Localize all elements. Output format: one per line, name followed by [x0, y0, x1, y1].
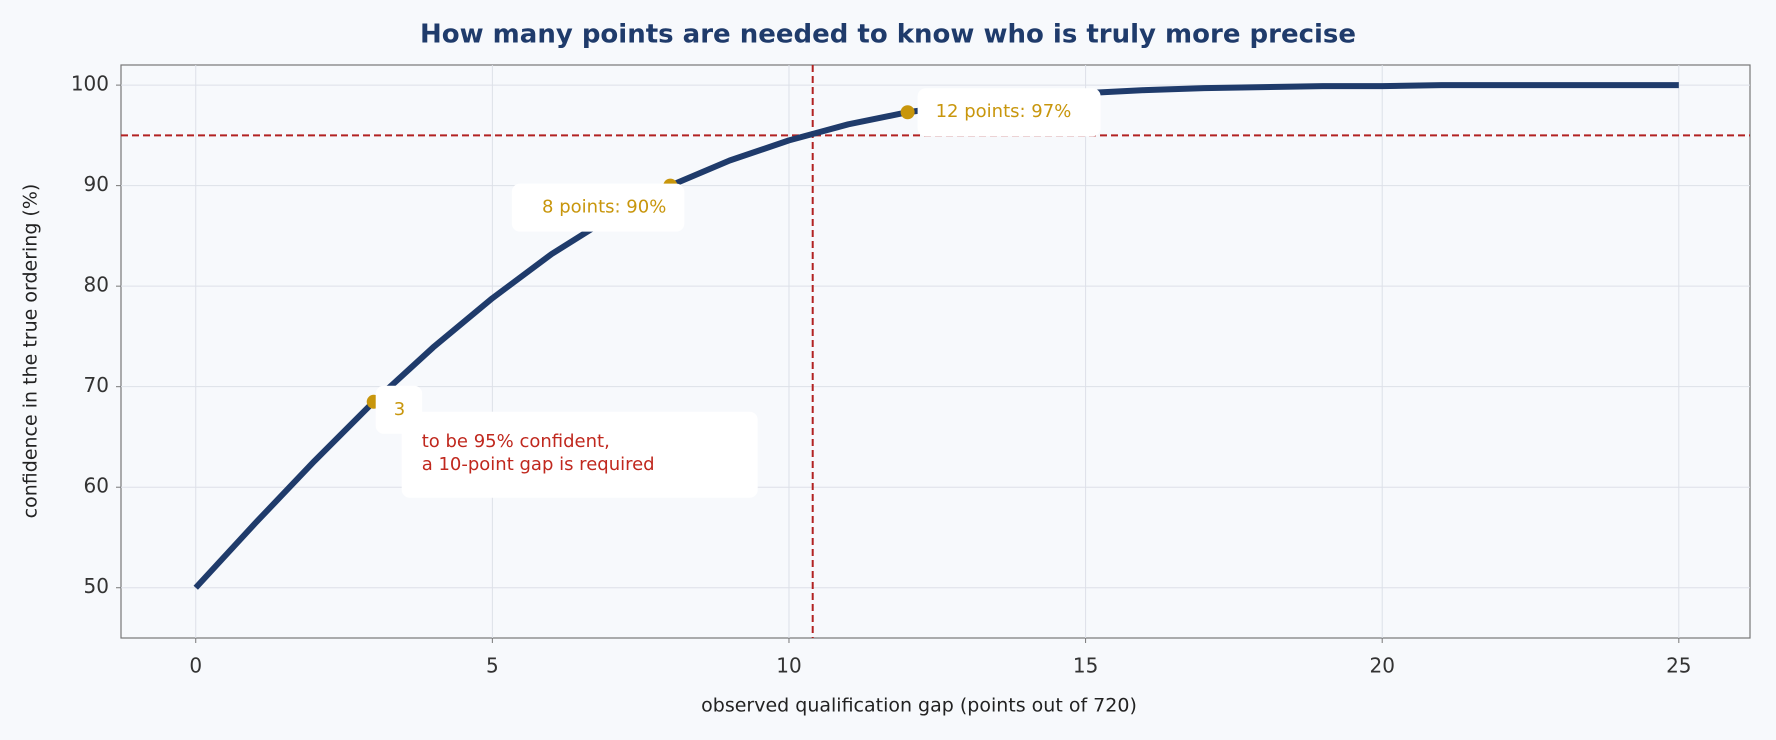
x-tick-label: 25	[1666, 654, 1691, 678]
note-text: a 10-point gap is required	[422, 454, 655, 475]
point-marker	[900, 105, 915, 120]
plot-area	[120, 64, 1751, 639]
point-label: 8 points: 90%	[542, 197, 666, 218]
point-label: 3	[394, 399, 405, 420]
y-tick-label: 60	[84, 474, 109, 498]
y-tick-label: 50	[84, 574, 109, 598]
x-axis-label: observed qualification gap (points out o…	[701, 695, 1137, 717]
point-label: 12 points: 97%	[936, 101, 1072, 122]
y-tick-label: 100	[71, 72, 109, 96]
y-axis-label: confidence in the true ordering (%)	[20, 184, 42, 519]
label-box	[917, 88, 1101, 137]
label-box	[511, 183, 685, 232]
chart-title: How many points are needed to know who i…	[420, 20, 1356, 50]
x-tick-label: 10	[776, 654, 801, 678]
y-tick-label: 80	[84, 273, 109, 297]
x-tick-label: 15	[1073, 654, 1098, 678]
x-tick-label: 0	[189, 654, 202, 678]
y-tick-label: 90	[84, 172, 109, 196]
x-tick-label: 20	[1369, 654, 1394, 678]
note-text: to be 95% confident,	[422, 431, 610, 452]
note-box	[401, 411, 758, 498]
x-tick-label: 5	[486, 654, 499, 678]
y-tick-label: 70	[84, 373, 109, 397]
